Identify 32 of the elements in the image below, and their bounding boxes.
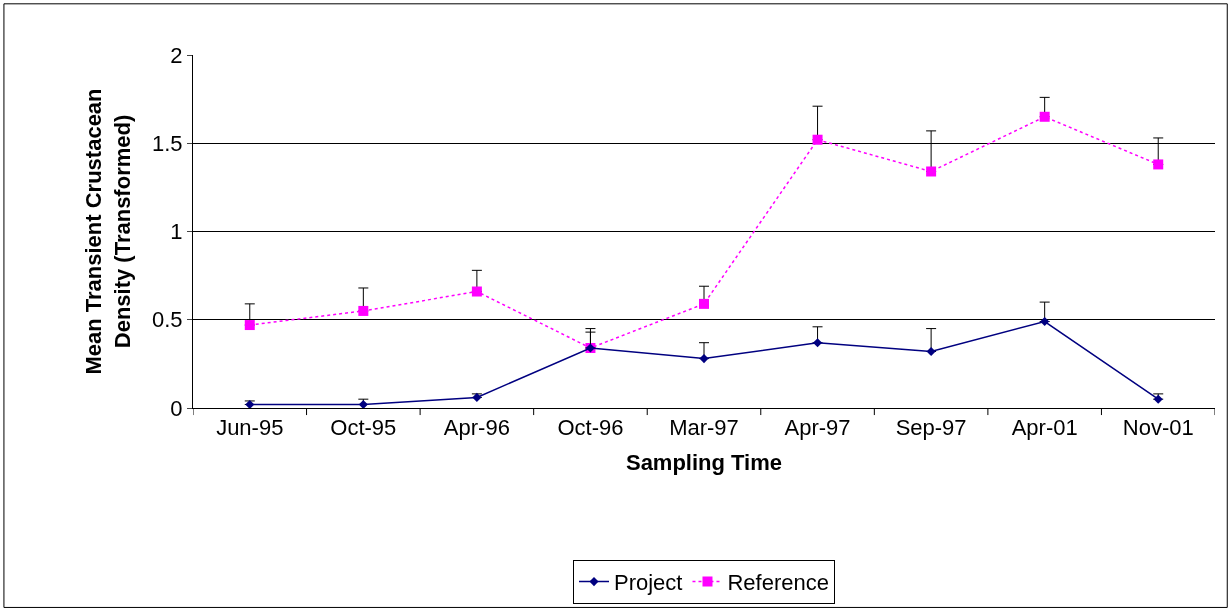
point xyxy=(472,392,482,402)
x-tick-label: Oct-96 xyxy=(557,415,624,441)
legend-label: Reference xyxy=(727,570,829,596)
point xyxy=(926,346,936,357)
y-tick-label: 1 xyxy=(170,219,183,245)
x-axis-title: Sampling Time xyxy=(625,450,783,476)
legend-label: Project xyxy=(614,570,683,596)
y-tick-label: 0.5 xyxy=(152,307,183,333)
y-tick-label: 1.5 xyxy=(152,130,183,156)
point xyxy=(1153,159,1164,170)
y-axis-title: Mean Transient Crustacean Density (Transformed) xyxy=(81,88,135,375)
x-tick-label: Apr-97 xyxy=(784,415,851,441)
x-tick-label: Mar-97 xyxy=(669,415,739,441)
point xyxy=(358,305,369,316)
point xyxy=(244,320,255,331)
point xyxy=(1039,111,1050,122)
x-tick-label: Apr-96 xyxy=(443,415,510,441)
x-tick-label: Sep-97 xyxy=(895,415,967,441)
point xyxy=(813,338,823,348)
point xyxy=(926,166,937,177)
point xyxy=(1040,316,1050,327)
x-tick-label: Nov-01 xyxy=(1122,415,1194,441)
point xyxy=(812,134,823,145)
y-tick-label: 2 xyxy=(170,42,183,68)
x-tick-label: Jun-95 xyxy=(216,415,284,441)
x-tick-label: Apr-01 xyxy=(1011,415,1078,441)
y-tick-label: 0 xyxy=(170,395,183,421)
point xyxy=(1153,394,1163,404)
x-tick-label: Oct-95 xyxy=(330,415,397,441)
point xyxy=(471,286,482,297)
point xyxy=(699,354,709,364)
point xyxy=(699,298,709,309)
